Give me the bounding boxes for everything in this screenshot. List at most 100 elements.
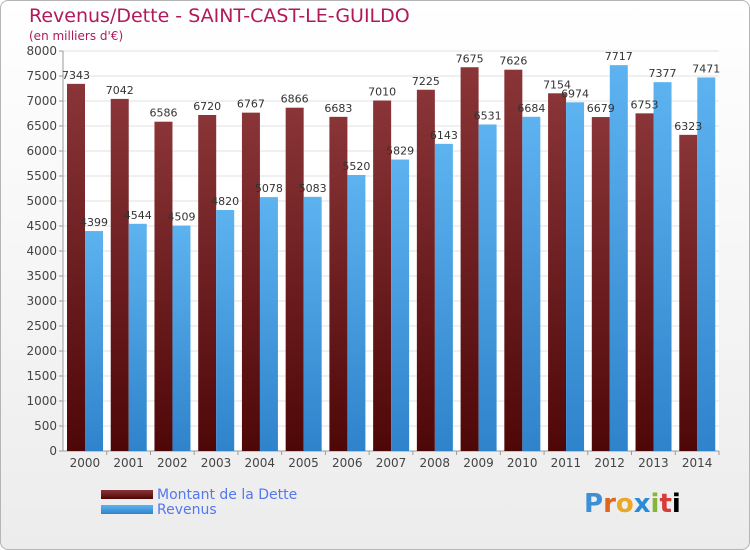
bar-revenus: [172, 225, 191, 451]
legend-swatch-revenus: [101, 505, 153, 514]
data-label-revenus: 4544: [124, 209, 152, 222]
bar-revenus: [697, 77, 716, 451]
bar-revenus: [566, 102, 585, 452]
x-tick-label: 2000: [70, 456, 101, 470]
legend-item-revenus: Revenus: [101, 501, 297, 518]
x-tick-label: 2011: [551, 456, 582, 470]
x-tick-label: 2013: [638, 456, 669, 470]
y-tick-label: 6500: [26, 119, 57, 133]
bar-revenus: [391, 159, 410, 452]
data-label-dette: 7010: [368, 86, 396, 99]
legend: Montant de la Dette Revenus: [101, 486, 298, 518]
data-label-dette: 6866: [281, 93, 309, 106]
bar-dette: [504, 69, 523, 451]
bar-dette: [548, 93, 567, 452]
bar-dette: [198, 115, 217, 451]
data-label-dette: 6683: [324, 102, 352, 115]
x-tick-label: 2002: [157, 456, 188, 470]
logo-letter: P: [584, 489, 604, 519]
legend-label-dette: Montant de la Dette: [157, 486, 298, 503]
y-tick-label: 6000: [26, 144, 57, 158]
bar-dette: [67, 83, 85, 451]
bar-revenus: [85, 231, 103, 451]
data-label-revenus: 6531: [474, 109, 502, 122]
bar-revenus: [128, 223, 147, 451]
chart-subtitle: (en milliers d'€): [29, 29, 124, 43]
bar-revenus: [522, 116, 541, 452]
y-tick-label: 7500: [26, 69, 57, 83]
x-tick-label: 2003: [201, 456, 232, 470]
y-tick-label: 500: [34, 419, 57, 433]
x-tick-label: 2007: [376, 456, 407, 470]
data-label-dette: 6753: [631, 98, 659, 111]
x-tick-label: 2006: [332, 456, 363, 470]
bar-dette: [591, 117, 610, 452]
y-tick-label: 0: [49, 444, 57, 458]
y-tick-label: 5500: [26, 169, 57, 183]
y-tick-label: 8000: [26, 44, 57, 58]
data-label-revenus: 5083: [299, 182, 327, 195]
data-label-revenus: 5078: [255, 182, 283, 195]
bar-revenus: [303, 196, 322, 451]
x-tick-label: 2009: [463, 456, 494, 470]
data-label-revenus: 5829: [386, 145, 414, 158]
data-label-dette: 7343: [62, 69, 90, 82]
data-label-revenus: 6143: [430, 129, 458, 142]
bar-dette: [329, 116, 348, 451]
bar-revenus: [434, 143, 453, 451]
bar-dette: [373, 100, 392, 451]
proxiti-logo: Proxiti: [584, 489, 681, 519]
data-label-revenus: 6684: [517, 102, 545, 115]
x-tick-label: 2004: [245, 456, 276, 470]
data-label-dette: 7042: [106, 84, 134, 97]
x-tick-label: 2008: [419, 456, 450, 470]
logo-letter: i: [650, 489, 660, 519]
bar-revenus: [216, 210, 235, 451]
y-tick-label: 5000: [26, 194, 57, 208]
data-label-revenus: 4509: [167, 211, 195, 224]
bar-revenus: [347, 175, 366, 451]
logo-letter: t: [659, 489, 672, 519]
data-label-revenus: 4399: [80, 216, 108, 229]
y-tick-label: 1000: [26, 394, 57, 408]
y-tick-label: 4000: [26, 244, 57, 258]
bar-dette: [154, 121, 173, 451]
bar-dette: [110, 98, 129, 452]
data-label-dette: 6323: [674, 120, 702, 133]
y-tick-label: 7000: [26, 94, 57, 108]
bar-revenus: [609, 65, 628, 452]
y-tick-label: 3500: [26, 269, 57, 283]
data-label-revenus: 7717: [605, 50, 633, 63]
data-label-dette: 6767: [237, 98, 265, 111]
data-label-dette: 7675: [456, 52, 484, 65]
x-tick-label: 2001: [113, 456, 144, 470]
data-label-revenus: 7377: [649, 67, 677, 80]
y-tick-label: 4500: [26, 219, 57, 233]
bar-revenus: [478, 124, 497, 451]
bar-dette: [679, 134, 698, 451]
bar-dette: [241, 112, 260, 452]
data-label-dette: 7626: [499, 55, 527, 68]
y-tick-label: 3000: [26, 294, 57, 308]
logo-letter: x: [633, 489, 651, 519]
x-tick-label: 2012: [594, 456, 625, 470]
y-tick-label: 1500: [26, 369, 57, 383]
data-label-dette: 6679: [587, 102, 615, 115]
logo-letter: o: [615, 489, 634, 519]
logo-letter: i: [671, 489, 681, 519]
bar-dette: [460, 67, 479, 451]
logo-letter: r: [603, 489, 616, 519]
data-label-revenus: 5520: [342, 160, 370, 173]
bar-revenus: [653, 82, 672, 452]
bar-revenus: [259, 197, 278, 451]
data-label-dette: 6720: [193, 100, 221, 113]
legend-label-revenus: Revenus: [157, 501, 217, 518]
data-label-revenus: 4820: [211, 195, 239, 208]
data-label-dette: 7225: [412, 75, 440, 88]
data-label-dette: 7154: [543, 78, 571, 91]
bar-dette: [416, 89, 435, 451]
y-tick-label: 2000: [26, 344, 57, 358]
data-label-revenus: 6974: [561, 87, 589, 100]
